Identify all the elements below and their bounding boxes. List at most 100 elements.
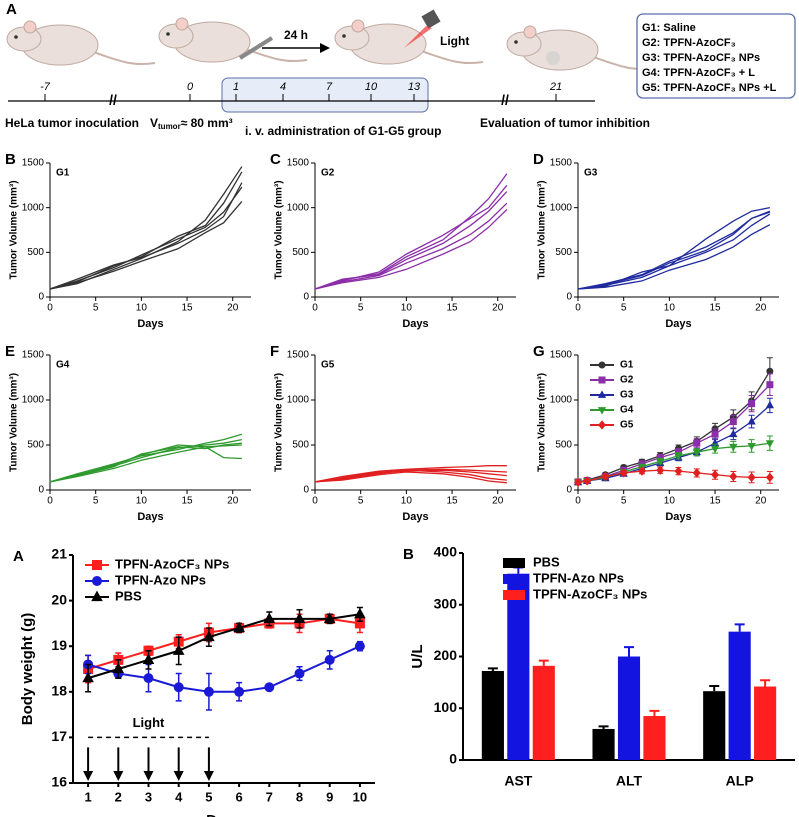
marker	[172, 644, 185, 655]
y-tick-label: 21	[51, 546, 67, 562]
y-tick-label: 18	[51, 683, 67, 699]
day-label: 13	[408, 81, 421, 93]
marker	[748, 400, 756, 408]
x-tick-label: 2	[115, 789, 122, 804]
y-tick-label: 300	[434, 595, 458, 611]
legend-label: G1	[620, 360, 634, 371]
legend-label: PBS	[115, 588, 142, 603]
marker	[619, 468, 628, 478]
marker	[142, 653, 155, 664]
marker	[765, 440, 775, 448]
x-axis-label: Days	[137, 318, 163, 330]
bar	[592, 728, 615, 760]
legend-label: G5	[620, 420, 634, 431]
marker	[729, 471, 738, 482]
panel-label: B	[403, 546, 414, 563]
y-tick-label: 1500	[287, 350, 310, 361]
marker	[729, 443, 738, 452]
marker	[711, 430, 719, 438]
x-tick-label: 15	[446, 303, 458, 314]
light-arrow-head	[143, 771, 154, 781]
marker	[692, 449, 701, 457]
x-tick-label: 5	[358, 496, 364, 507]
series-line	[87, 613, 361, 680]
x-axis-label: Days	[402, 511, 428, 523]
marker	[324, 654, 335, 665]
error-bar	[598, 725, 609, 729]
panel-label: F	[270, 343, 279, 360]
marker	[263, 612, 276, 623]
marker	[674, 452, 683, 461]
bar	[617, 656, 641, 760]
volume-subscript: tumor	[158, 122, 181, 131]
day-label: 10	[365, 81, 378, 93]
x-axis-label: Days	[137, 511, 163, 523]
x-tick-label: 15	[709, 496, 721, 507]
legend-swatch	[503, 590, 525, 600]
error-bar	[624, 646, 634, 657]
y-tick-label: 500	[555, 247, 572, 258]
syringe	[238, 36, 274, 60]
marker	[598, 376, 606, 384]
series-line	[577, 213, 771, 290]
x-tick-label: 15	[181, 303, 193, 314]
day-label: 4	[280, 81, 286, 93]
day-label: 1	[233, 81, 239, 93]
series-line	[314, 173, 508, 290]
marker	[597, 390, 607, 398]
inoculation-label: HeLa tumor inoculation	[5, 116, 139, 130]
y-tick-label: 500	[292, 440, 309, 451]
x-tick-label: 0	[312, 303, 318, 314]
x-tick-label: 0	[47, 496, 53, 507]
x-tick-label: 15	[181, 496, 193, 507]
y-tick-label: 500	[27, 440, 44, 451]
marker	[574, 477, 582, 488]
x-tick-label: AST	[504, 773, 532, 789]
day-label: 21	[549, 81, 562, 93]
series-line	[314, 202, 508, 290]
dosing-window	[221, 77, 429, 113]
y-tick-label: 0	[38, 485, 44, 496]
legend-label: TPFN-AzoCF₃ NPs	[115, 556, 229, 571]
light-arrow-head	[83, 771, 94, 781]
series-line	[49, 186, 243, 290]
panel-label: G	[533, 343, 545, 360]
series-line	[577, 384, 771, 483]
x-tick-label: ALT	[616, 773, 643, 789]
series-line	[577, 211, 771, 290]
marker	[637, 466, 646, 476]
marker	[173, 682, 184, 693]
y-tick-label: 500	[292, 247, 309, 258]
marker	[729, 429, 738, 438]
legend-label: TPFN-AzoCF₃ NPs	[533, 586, 647, 601]
panel-label: C	[270, 151, 281, 168]
x-axis-label: Days	[665, 318, 691, 330]
interval-label: 24 h	[284, 28, 308, 42]
error-bar	[487, 667, 498, 671]
x-tick-label: 20	[755, 496, 767, 507]
chart-title: G2	[321, 168, 335, 179]
x-tick-label: 15	[446, 496, 458, 507]
beam	[404, 26, 432, 48]
group-label: G3: TPFN-AzoCF₃ NPs	[642, 52, 760, 64]
marker	[354, 607, 366, 619]
marker	[710, 445, 720, 454]
bar	[754, 686, 777, 760]
legend-label: TPFN-Azo NPs	[115, 572, 206, 587]
series-line	[314, 191, 508, 290]
y-tick-label: 0	[566, 485, 572, 496]
marker	[674, 466, 683, 476]
x-tick-label: 10	[136, 303, 148, 314]
legend-swatch	[503, 558, 525, 568]
marker	[656, 465, 665, 475]
y-tick-label: 1000	[550, 395, 573, 406]
panel-label: D	[533, 151, 544, 168]
x-tick-label: 8	[296, 789, 303, 804]
x-tick-label: 5	[621, 303, 627, 314]
light-arrow-head	[113, 771, 124, 781]
marker	[597, 407, 607, 415]
marker	[766, 381, 774, 389]
day-label: -7	[40, 81, 51, 93]
series-line	[87, 645, 361, 693]
